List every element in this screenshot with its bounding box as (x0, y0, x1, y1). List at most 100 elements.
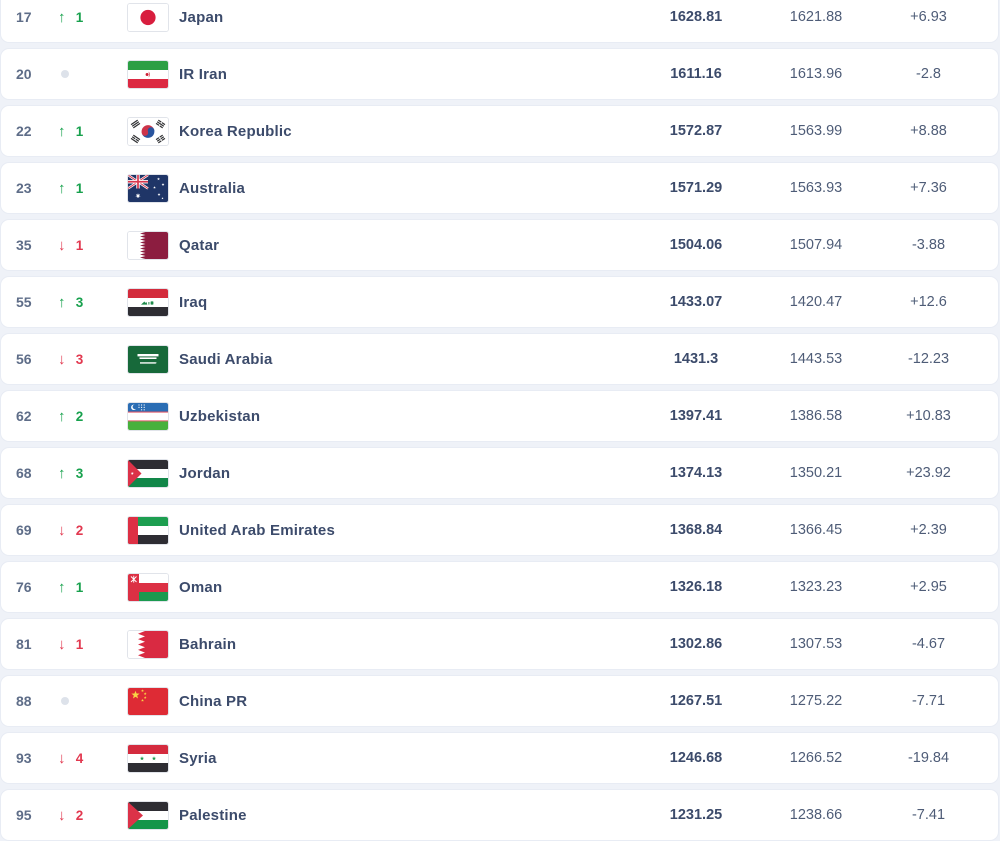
no-change-dot-icon (61, 70, 69, 78)
country-name: Syria (179, 749, 217, 767)
movement-indicator: ↓ 1 (51, 238, 128, 253)
movement-value: 1 (75, 579, 84, 595)
total-points: 1231.25 (669, 807, 723, 823)
points-change: -12.23 (907, 351, 950, 367)
total-points: 1571.29 (669, 180, 723, 196)
ranking-row[interactable]: 76 ↑ 1 Oman 1326.18 1323.23 +2.95 (0, 561, 999, 613)
previous-points: 1507.94 (789, 237, 843, 253)
movement-indicator: ↑ 3 (51, 295, 128, 310)
ranking-row[interactable]: 95 ↓ 2 Palestine 1231.25 1238.66 -7.41 (0, 789, 999, 841)
rank-number: 62 (16, 408, 32, 424)
ranking-row[interactable]: 81 ↓ 1 Bahrain 1302.86 1307.53 -4.67 (0, 618, 999, 670)
country-name: Australia (179, 179, 245, 197)
rank-number: 95 (16, 807, 32, 823)
movement-value: 3 (75, 465, 84, 481)
flag-uzbekistan-icon (128, 402, 168, 430)
rank-number: 55 (16, 294, 32, 310)
up-arrow-icon: ↑ (58, 407, 66, 425)
no-change-dot-icon (61, 697, 69, 705)
flag-japan-icon (128, 3, 168, 31)
ranking-row[interactable]: 20 IR Iran 1611.16 1613.96 -2.8 (0, 48, 999, 100)
ranking-row[interactable]: 62 ↑ 2 Uzbekistan 1397.41 1386.58 +10.83 (0, 390, 999, 442)
down-arrow-icon: ↓ (58, 635, 66, 653)
rank-number: 76 (16, 579, 32, 595)
movement-indicator: ↑ 3 (51, 466, 128, 481)
points-change: -3.88 (911, 237, 946, 253)
ranking-row[interactable]: 56 ↓ 3 Saudi Arabia 1431.3 1443.53 -12.23 (0, 333, 999, 385)
previous-points: 1443.53 (789, 351, 843, 367)
previous-points: 1621.88 (789, 9, 843, 25)
country-name: Uzbekistan (179, 407, 261, 425)
rank-number: 68 (16, 465, 32, 481)
ranking-row[interactable]: 35 ↓ 1 Qatar 1504.06 1507.94 -3.88 (0, 219, 999, 271)
ranking-row[interactable]: 22 ↑ 1 Korea Republic 1572.87 1563.99 +8.88 (0, 105, 999, 157)
movement-indicator: ↑ 2 (51, 409, 128, 424)
flag-iraq-icon (128, 288, 168, 316)
down-arrow-icon: ↓ (58, 749, 66, 767)
movement-indicator: ↑ 1 (51, 580, 128, 595)
movement-indicator (51, 697, 128, 705)
points-change: +8.88 (910, 123, 947, 139)
country-name: Oman (179, 578, 223, 596)
movement-value: 2 (75, 522, 84, 538)
rank-number: 22 (16, 123, 32, 139)
points-change: +7.36 (910, 180, 947, 196)
total-points: 1302.86 (669, 636, 723, 652)
ranking-row[interactable]: 88 China PR 1267.51 1275.22 -7.71 (0, 675, 999, 727)
movement-value: 2 (75, 408, 84, 424)
flag-korea-icon (128, 117, 168, 145)
up-arrow-icon: ↑ (58, 8, 66, 26)
down-arrow-icon: ↓ (58, 521, 66, 539)
total-points: 1368.84 (669, 522, 723, 538)
points-change: +12.6 (910, 294, 947, 310)
flag-bahrain-icon (128, 630, 168, 658)
movement-indicator: ↑ 1 (51, 181, 128, 196)
movement-value: 3 (75, 351, 84, 367)
total-points: 1397.41 (669, 408, 723, 424)
up-arrow-icon: ↑ (58, 179, 66, 197)
movement-value: 1 (75, 123, 84, 139)
ranking-row[interactable]: 69 ↓ 2 United Arab Emirates 1368.84 1366.45 +2… (0, 504, 999, 556)
rank-number: 88 (16, 693, 32, 709)
country-name: Japan (179, 8, 224, 26)
points-change: +2.95 (910, 579, 947, 595)
previous-points: 1563.99 (789, 123, 843, 139)
points-change: -2.8 (916, 66, 941, 82)
down-arrow-icon: ↓ (58, 806, 66, 824)
country-name: Korea Republic (179, 122, 292, 140)
previous-points: 1275.22 (789, 693, 843, 709)
previous-points: 1563.93 (789, 180, 843, 196)
ranking-row[interactable]: 68 ↑ 3 Jordan 1374.13 1350.21 +23.92 (0, 447, 999, 499)
rank-number: 93 (16, 750, 32, 766)
ranking-row[interactable]: 17 ↑ 1 Japan 1628.81 1621.88 +6.93 (0, 0, 999, 43)
rank-number: 56 (16, 351, 32, 367)
flag-saudi-icon (128, 345, 168, 373)
total-points: 1628.81 (669, 9, 723, 25)
rank-number: 20 (16, 66, 32, 82)
country-name: Bahrain (179, 635, 237, 653)
movement-value: 2 (75, 807, 84, 823)
ranking-row[interactable]: 93 ↓ 4 Syria 1246.68 1266.52 -19.84 (0, 732, 999, 784)
movement-indicator: ↓ 2 (51, 808, 128, 823)
previous-points: 1386.58 (789, 408, 843, 424)
total-points: 1504.06 (669, 237, 723, 253)
down-arrow-icon: ↓ (58, 236, 66, 254)
rank-number: 23 (16, 180, 32, 196)
country-name: Palestine (179, 806, 247, 824)
total-points: 1611.16 (670, 66, 722, 82)
country-name: Jordan (179, 464, 231, 482)
movement-indicator: ↓ 4 (51, 751, 128, 766)
total-points: 1326.18 (669, 579, 723, 595)
country-name: Iraq (179, 293, 208, 311)
flag-uae-icon (128, 516, 168, 544)
total-points: 1572.87 (669, 123, 723, 139)
ranking-row[interactable]: 55 ↑ 3 Iraq 1433.07 1420.47 +12.6 (0, 276, 999, 328)
previous-points: 1238.66 (789, 807, 843, 823)
points-change: +6.93 (910, 9, 947, 25)
rank-number: 69 (16, 522, 32, 538)
ranking-row[interactable]: 23 ↑ 1 Australia 1571.29 1563.93 +7.36 (0, 162, 999, 214)
movement-value: 4 (75, 750, 84, 766)
points-change: +2.39 (910, 522, 947, 538)
movement-value: 1 (75, 237, 84, 253)
points-change: +10.83 (906, 408, 951, 424)
